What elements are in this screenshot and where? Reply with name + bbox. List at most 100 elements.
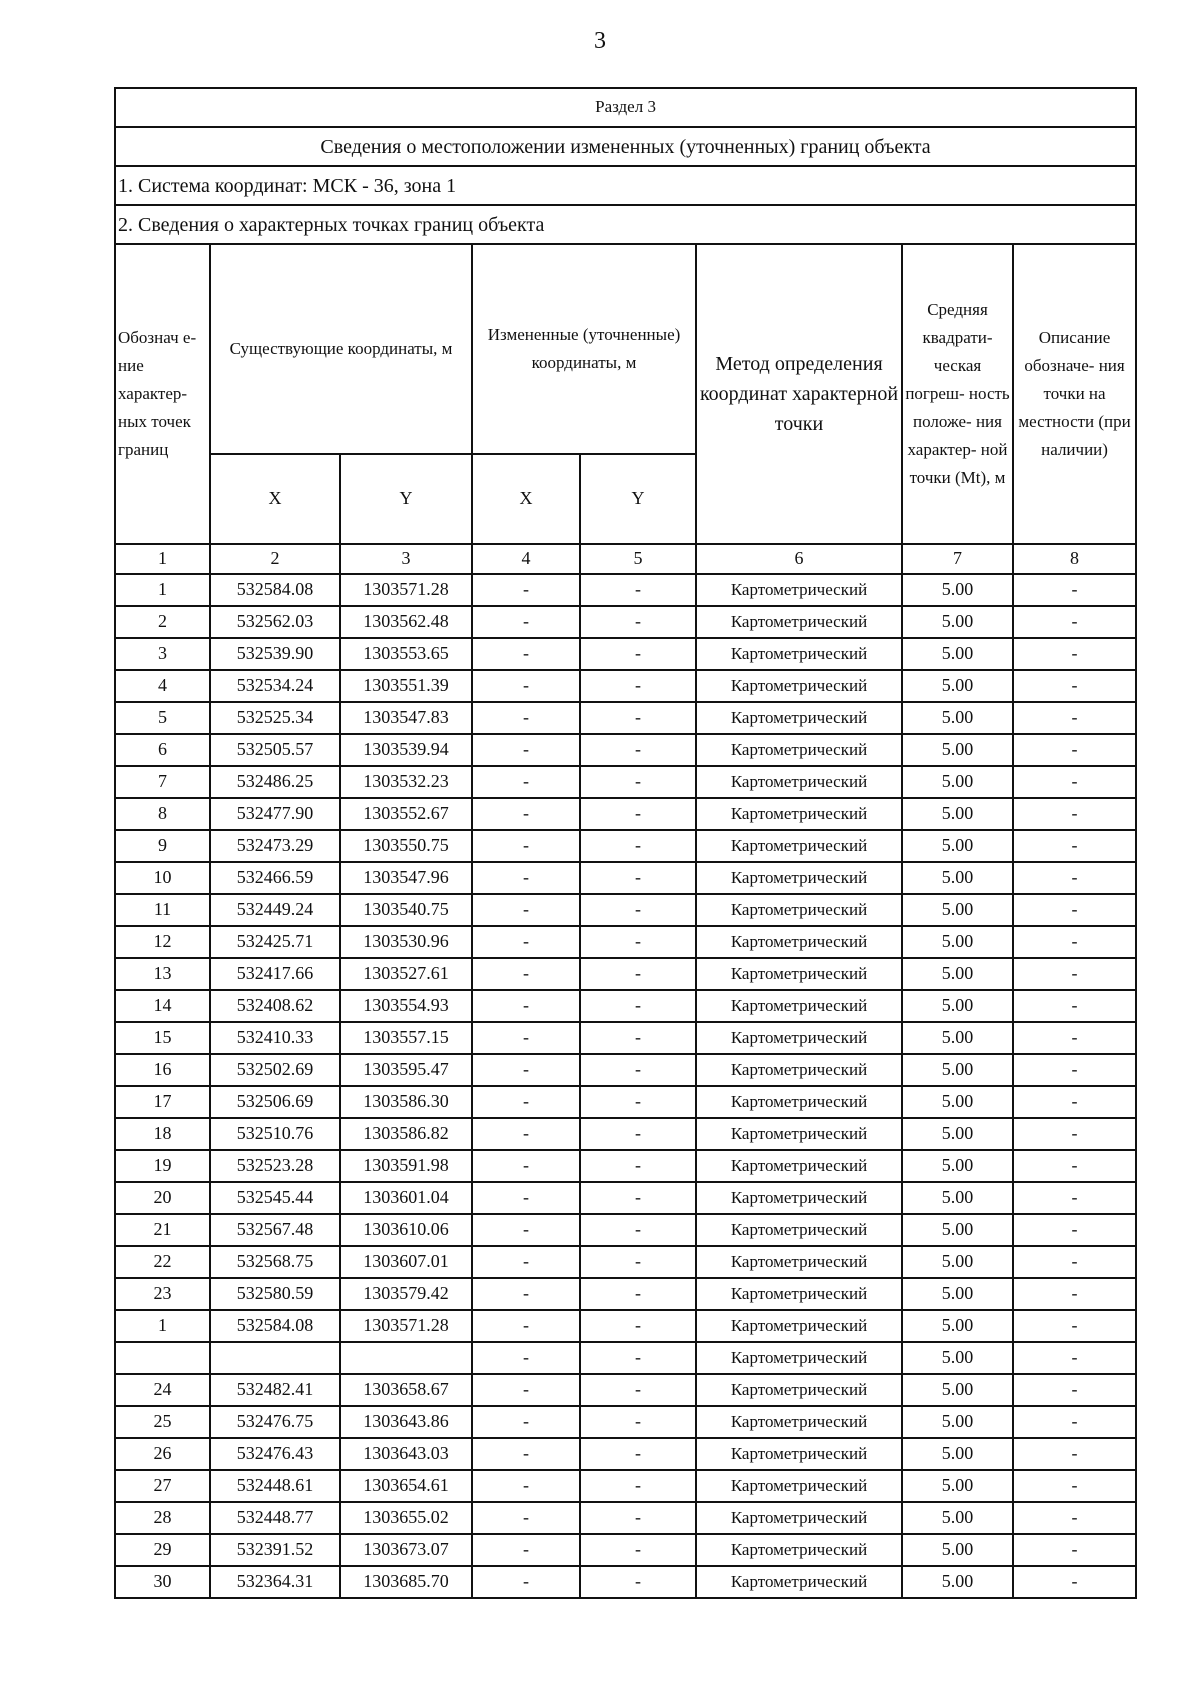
mean-error-cell: 5.00 xyxy=(901,1085,1014,1119)
column-number: 2 xyxy=(209,543,341,575)
existing-y-cell: 1303547.96 xyxy=(339,861,473,895)
mean-error-cell: 5.00 xyxy=(901,669,1014,703)
description-cell: - xyxy=(1011,669,1138,703)
mean-error-cell: 5.00 xyxy=(901,797,1014,831)
method-cell: Картометрический xyxy=(695,797,903,831)
changed-y-cell: - xyxy=(579,1245,697,1279)
changed-y-cell: - xyxy=(579,1181,697,1215)
description-cell: - xyxy=(1011,1501,1138,1535)
changed-y-cell: - xyxy=(579,957,697,991)
point-id-cell: 10 xyxy=(114,861,211,895)
method-cell: Картометрический xyxy=(695,1373,903,1407)
table-row: 3 532539.90 1303553.65- - Картометрический 5.… xyxy=(114,637,1138,671)
header-method: Метод определения координат характерной … xyxy=(695,243,903,545)
method-cell: Картометрический xyxy=(695,1085,903,1119)
changed-y-cell: - xyxy=(579,1277,697,1311)
table-row: 23 532580.59 1303579.42- - Картометрический 5… xyxy=(114,1277,1138,1311)
mean-error-cell: 5.00 xyxy=(901,1149,1014,1183)
description-cell: - xyxy=(1011,1405,1138,1439)
changed-x-cell: - xyxy=(471,1213,581,1247)
existing-x-cell: 532568.75 xyxy=(209,1245,341,1279)
existing-x-cell: 532417.66 xyxy=(209,957,341,991)
method-cell: Картометрический xyxy=(695,829,903,863)
method-cell: Картометрический xyxy=(695,573,903,607)
method-cell: Картометрический xyxy=(695,1469,903,1503)
description-cell: - xyxy=(1011,1053,1138,1087)
description-cell: - xyxy=(1011,829,1138,863)
existing-x-cell: 532534.24 xyxy=(209,669,341,703)
changed-x-cell: - xyxy=(471,765,581,799)
method-cell: Картометрический xyxy=(695,1021,903,1055)
changed-x-cell: - xyxy=(471,1533,581,1567)
existing-x-cell: 532502.69 xyxy=(209,1053,341,1087)
changed-y-cell: - xyxy=(579,1117,697,1151)
mean-error-cell: 5.00 xyxy=(901,1341,1014,1375)
description-cell: - xyxy=(1011,1213,1138,1247)
description-cell: - xyxy=(1011,1437,1138,1471)
changed-x-cell: - xyxy=(471,1309,581,1343)
mean-error-cell: 5.00 xyxy=(901,1565,1014,1599)
existing-x-cell: 532466.59 xyxy=(209,861,341,895)
description-cell: - xyxy=(1011,957,1138,991)
changed-x-cell: - xyxy=(471,701,581,735)
mean-error-cell: 5.00 xyxy=(901,1533,1014,1567)
changed-x-cell: - xyxy=(471,861,581,895)
description-cell: - xyxy=(1011,1565,1138,1599)
method-cell: Картометрический xyxy=(695,925,903,959)
changed-x-cell: - xyxy=(471,1565,581,1599)
description-cell: - xyxy=(1011,733,1138,767)
changed-y-cell: - xyxy=(579,1373,697,1407)
method-cell: Картометрический xyxy=(695,1533,903,1567)
mean-error-cell: 5.00 xyxy=(901,1213,1014,1247)
point-id-cell: 22 xyxy=(114,1245,211,1279)
point-id-cell: 13 xyxy=(114,957,211,991)
changed-x-cell: - xyxy=(471,1437,581,1471)
column-number: 7 xyxy=(901,543,1014,575)
changed-y-cell: - xyxy=(579,1085,697,1119)
point-id-cell: 12 xyxy=(114,925,211,959)
changed-y-cell: - xyxy=(579,1437,697,1471)
header-existing-x: X xyxy=(209,453,341,545)
changed-y-cell: - xyxy=(579,1053,697,1087)
column-number: 5 xyxy=(579,543,697,575)
description-cell: - xyxy=(1011,1181,1138,1215)
changed-x-cell: - xyxy=(471,957,581,991)
header-mean-error: Средняя квадрати- ческая погреш- ность п… xyxy=(901,243,1014,545)
table-row: 16 532502.69 1303595.47- - Картометрический 5… xyxy=(114,1053,1138,1087)
table-row: 7 532486.25 1303532.23- - Картометрический 5.… xyxy=(114,765,1138,799)
table-row: 15 532410.33 1303557.15- - Картометрический 5… xyxy=(114,1021,1138,1055)
point-id-cell: 21 xyxy=(114,1213,211,1247)
description-cell: - xyxy=(1011,1373,1138,1407)
existing-y-cell: 1303586.82 xyxy=(339,1117,473,1151)
point-id-cell: 18 xyxy=(114,1117,211,1151)
coordinate-system: 1. Система координат: МСК - 36, зона 1 xyxy=(113,165,1138,206)
description-cell: - xyxy=(1011,797,1138,831)
table-row: 11 532449.24 1303540.75- - Картометрический 5… xyxy=(114,893,1138,927)
existing-x-cell: 532584.08 xyxy=(209,573,341,607)
changed-x-cell: - xyxy=(471,1469,581,1503)
existing-y-cell: 1303655.02 xyxy=(339,1501,473,1535)
point-id-cell xyxy=(114,1341,211,1375)
method-cell: Картометрический xyxy=(695,1213,903,1247)
method-cell: Картометрический xyxy=(695,1245,903,1279)
existing-x-cell: 532473.29 xyxy=(209,829,341,863)
point-id-cell: 4 xyxy=(114,669,211,703)
changed-y-cell: - xyxy=(579,1501,697,1535)
point-id-cell: 19 xyxy=(114,1149,211,1183)
point-id-cell: 28 xyxy=(114,1501,211,1535)
point-id-cell: 1 xyxy=(114,573,211,607)
existing-y-cell: 1303643.86 xyxy=(339,1405,473,1439)
existing-y-cell: 1303551.39 xyxy=(339,669,473,703)
table-row: - - Картометрический 5.00- xyxy=(114,1341,1138,1375)
changed-x-cell: - xyxy=(471,1053,581,1087)
point-id-cell: 6 xyxy=(114,733,211,767)
mean-error-cell: 5.00 xyxy=(901,957,1014,991)
method-cell: Картометрический xyxy=(695,1309,903,1343)
changed-x-cell: - xyxy=(471,573,581,607)
description-cell: - xyxy=(1011,1309,1138,1343)
description-cell: - xyxy=(1011,1245,1138,1279)
column-number: 4 xyxy=(471,543,581,575)
table-row: 29 532391.52 1303673.07- - Картометрический 5… xyxy=(114,1533,1138,1567)
column-number: 8 xyxy=(1011,543,1138,575)
existing-x-cell: 532477.90 xyxy=(209,797,341,831)
